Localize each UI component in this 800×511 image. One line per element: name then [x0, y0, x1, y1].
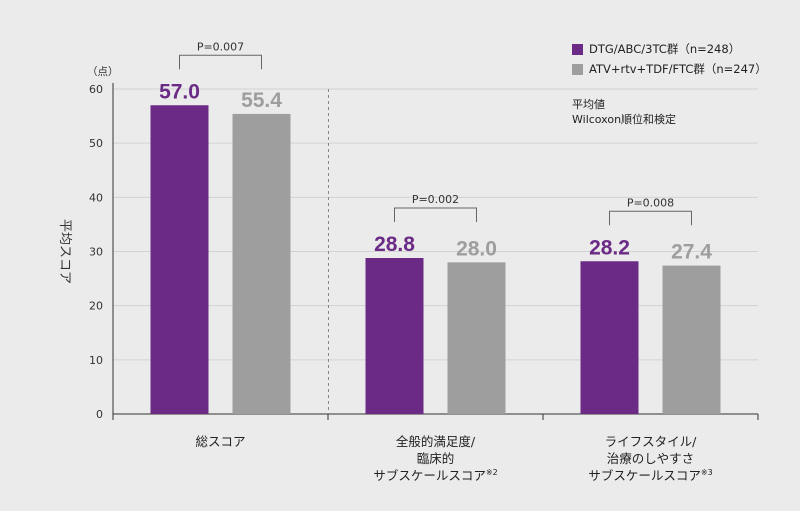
- note-mean: 平均値: [572, 98, 605, 111]
- bar: [662, 265, 721, 414]
- note-test: Wilcoxon順位和検定: [572, 113, 677, 126]
- pvalue-bracket: [179, 54, 262, 70]
- bar-value-label: 55.4: [241, 89, 282, 112]
- pvalue-bracket: [609, 210, 692, 226]
- legend: DTG/ABC/3TC群（n=248） ATV+rtv+TDF/FTC群（n=2…: [572, 39, 767, 79]
- y-tick-label: 60: [89, 83, 103, 96]
- bar-value-label: 28.2: [589, 236, 630, 259]
- legend-label-dtg: DTG/ABC/3TC群（n=248）: [589, 42, 741, 56]
- y-tick-label: 40: [89, 191, 103, 204]
- footnote-marker: ※2: [486, 468, 498, 477]
- pvalue-label: P=0.002: [412, 193, 459, 206]
- bar: [232, 113, 291, 415]
- bar-value-label: 28.0: [456, 237, 497, 260]
- x-category-label: 治療のしやすさ: [607, 451, 694, 466]
- legend-swatch-dtg: [572, 43, 583, 55]
- bar-value-label: 27.4: [671, 241, 712, 264]
- bar-value-label: 28.8: [374, 233, 415, 256]
- x-category-label: 総スコア: [195, 434, 245, 449]
- y-tick-label: 0: [96, 408, 103, 421]
- y-tick-label: 20: [89, 300, 103, 313]
- y-tick-label: 30: [89, 246, 103, 259]
- footnote-marker: ※3: [701, 468, 713, 477]
- legend-item-atv: ATV+rtv+TDF/FTC群（n=247）: [572, 59, 767, 79]
- x-category-label: サブスケールスコア※3: [588, 468, 712, 483]
- y-axis-title: 平均スコア: [57, 219, 72, 284]
- pvalue-bracket: [394, 207, 477, 222]
- pvalue-label: P=0.008: [627, 196, 674, 209]
- x-category-text: サブスケールスコア: [373, 468, 486, 483]
- bar-value-label: 57.0: [159, 80, 200, 103]
- legend-label-atv: ATV+rtv+TDF/FTC群（n=247）: [589, 62, 767, 76]
- legend-item-dtg: DTG/ABC/3TC群（n=248）: [572, 39, 767, 59]
- bar: [365, 258, 424, 414]
- x-category-text: サブスケールスコア: [588, 468, 701, 483]
- pvalue-label: P=0.007: [197, 40, 244, 53]
- x-category-label: 臨床的: [417, 451, 455, 466]
- bar: [580, 261, 639, 414]
- bar: [150, 105, 209, 414]
- bar: [447, 262, 506, 414]
- notes: 平均値 Wilcoxon順位和検定: [572, 97, 676, 127]
- y-unit-label: （点）: [87, 66, 119, 78]
- x-category-label: ライフスタイル/: [605, 434, 698, 449]
- legend-swatch-atv: [572, 63, 583, 75]
- x-category-label: サブスケールスコア※2: [373, 468, 497, 483]
- x-category-label: 全般的満足度/: [396, 434, 476, 449]
- y-tick-label: 50: [89, 137, 103, 150]
- y-tick-label: 10: [89, 354, 103, 367]
